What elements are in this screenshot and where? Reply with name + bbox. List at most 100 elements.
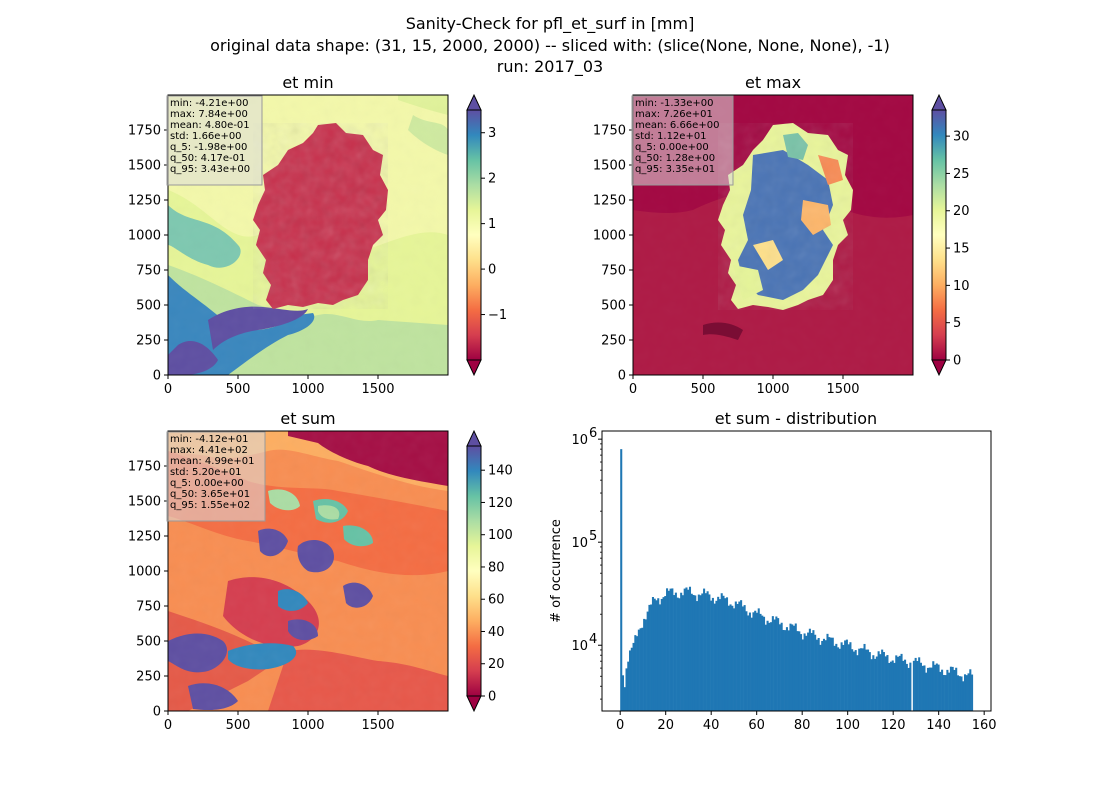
x-tick-label: 500 [691,382,716,397]
et-min-colorbar-body [466,109,482,361]
histogram-bar [794,623,797,711]
y-tick-label-base: 10 [571,639,588,654]
histogram-bar [660,598,663,711]
histogram-bar [750,617,753,711]
histogram-bar [745,611,748,711]
histogram-bar [771,616,774,711]
et-max-stat-q5: q_5: 0.00e+00 [635,142,709,153]
histogram-bar [791,624,794,711]
histogram-bar [718,599,721,711]
histogram-bar [858,648,861,711]
et-max-stat-mean: mean: 6.66e+00 [635,120,719,131]
histogram-bar [829,637,833,711]
histogram-bar [905,663,908,711]
histogram-bar [722,595,725,711]
colorbar-tick-label: −1 [488,308,507,323]
histogram-bar [713,603,716,711]
histogram-bar [757,608,760,711]
histogram-bar [919,662,922,711]
histogram-bar [874,658,877,711]
histogram-bar [637,629,640,711]
x-tick-label: 1000 [291,382,324,397]
panel-et-min: 0 500 1000 1500 0 250 500 750 1000 1250 1500 1750 m… [128,73,449,398]
histogram-bar [932,661,935,711]
histogram-bar [798,631,801,711]
histogram-bar [805,635,808,711]
histogram-bar [889,661,893,711]
histogram-bar [939,671,942,711]
histogram-bar [909,662,912,711]
histogram-bar [824,640,827,711]
histogram-bar [683,588,686,711]
histogram-bar [729,604,732,711]
y-tick-label: 1000 [128,565,161,580]
x-tick-label: 1500 [361,718,394,733]
histogram-bar [653,598,656,711]
histogram-bar [782,629,785,711]
histogram-bar [651,597,654,711]
y-tick-label-exponent: 4 [589,632,597,647]
y-tick-label: 250 [136,334,161,349]
histogram-bar [845,639,848,711]
y-tick-label: 1250 [128,530,161,545]
et-min-stat-q5: q_5: -1.98e+00 [170,142,247,153]
histogram-bar [785,627,788,711]
histogram-bar [861,648,864,711]
histogram-bar [856,655,859,711]
et-max-colorbar-extend-bottom [931,359,947,377]
histogram-bar [879,654,882,711]
figure-title-line-3: run: 2017_03 [497,57,603,77]
et-max-stats-box: min: -1.33e+00 max: 7.26e+01 mean: 6.66e… [631,95,734,186]
x-tick-label: 1000 [291,718,324,733]
histogram-bar [838,648,841,711]
histogram-ylabel: # of occurrence [549,519,564,623]
histogram-bar [724,598,727,711]
histogram-bar [935,663,938,711]
histogram-bar [763,616,766,711]
histogram-bar [648,604,651,711]
et-min-ticks: 0 500 1000 1500 0 250 500 750 1000 1250 1500 1750 [128,124,395,398]
histogram-bar [815,639,818,711]
histogram-bar [671,588,674,711]
x-tick-label: 1500 [361,382,394,397]
x-tick-label: 0 [629,382,637,397]
histogram-bar [854,650,857,711]
et-max-colorbar: 0 5 10 15 20 25 30 [931,93,970,377]
histogram-bar [704,593,707,711]
histogram-bar [946,669,949,711]
histogram-bar [748,612,751,711]
colorbar-tick-label: 140 [488,464,513,479]
histogram-bar [863,643,866,711]
x-tick-label: 20 [657,718,674,733]
x-tick-label: 80 [794,718,811,733]
colorbar-tick-label: 3 [488,126,496,141]
et-sum-colorbar: 0 20 40 60 80 100 120 140 [466,429,513,713]
x-tick-label: 0 [164,382,172,397]
histogram-bars [620,449,974,711]
histogram-bar [800,634,803,711]
colorbar-tick-label: 1 [488,217,496,232]
x-tick-label: 140 [926,718,951,733]
histogram-bar [902,660,905,711]
et-max-colorbar-body [931,109,947,361]
histogram-bar [669,588,672,711]
et-sum-stat-q95: q_95: 1.55e+02 [170,500,250,511]
histogram-axes-frame [601,430,992,712]
histogram-bar [868,652,871,711]
et-min-stat-mean: mean: 4.80e-01 [170,120,250,131]
histogram-bar [636,636,639,711]
histogram-bar [687,589,690,711]
y-tick-label: 1000 [128,229,161,244]
histogram-bar [810,632,813,711]
histogram-bar [733,608,736,711]
et-max-colorbar-extend-top [931,93,947,111]
x-tick-label: 0 [164,718,172,733]
histogram-bar [822,638,826,711]
y-tick-label: 0 [618,369,626,384]
histogram-bar [965,675,968,711]
histogram-bar [847,644,850,711]
histogram-bar [641,627,644,711]
histogram-bar [717,596,720,711]
histogram-bar [664,596,667,711]
histogram-bar [630,647,633,711]
